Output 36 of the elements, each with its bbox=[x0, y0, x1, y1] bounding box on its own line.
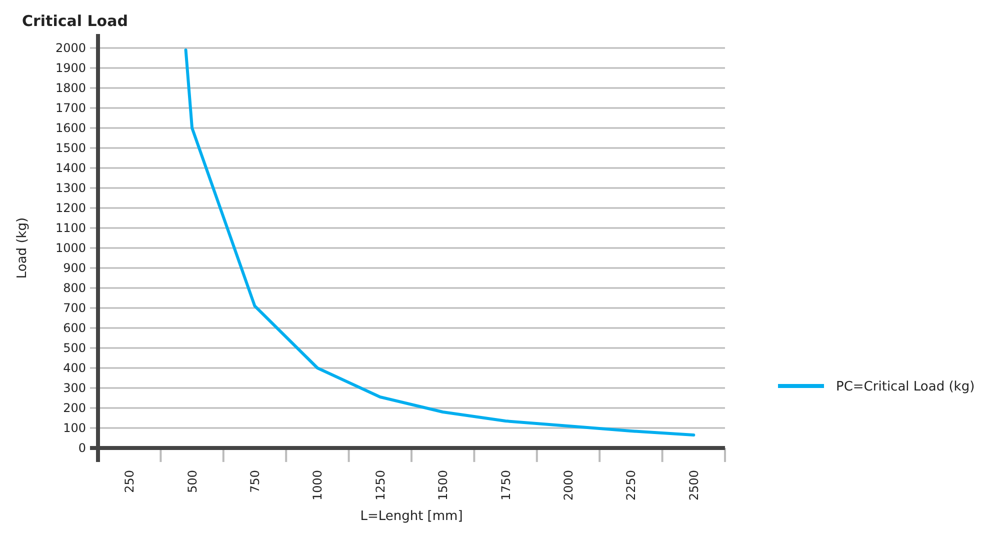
x-tick-label: 2000 bbox=[561, 470, 576, 501]
y-tick-label: 1100 bbox=[55, 221, 86, 236]
y-tick-label: 1200 bbox=[55, 201, 86, 216]
y-tick-label: 1600 bbox=[55, 121, 86, 136]
x-tick-label: 1750 bbox=[498, 470, 513, 501]
y-tick-label: 1900 bbox=[55, 61, 86, 76]
x-tick-label: 750 bbox=[248, 470, 262, 493]
x-tick-label: 1500 bbox=[436, 470, 450, 501]
y-tick-label: 1700 bbox=[55, 101, 86, 116]
y-tick-label: 1000 bbox=[55, 241, 86, 256]
y-tick-label: 100 bbox=[63, 421, 86, 436]
y-tick-label: 200 bbox=[63, 401, 86, 416]
x-tick-label: 1250 bbox=[373, 470, 388, 501]
line-series bbox=[184, 48, 696, 436]
y-tick-label: 1400 bbox=[55, 161, 86, 176]
y-tick-label: 1500 bbox=[55, 141, 86, 156]
y-tick-label: 900 bbox=[63, 261, 86, 276]
x-tick-label: 1000 bbox=[310, 470, 325, 501]
y-tick-label: 1300 bbox=[55, 181, 86, 196]
y-tick-label: 0 bbox=[78, 441, 86, 456]
y-tick-label: 400 bbox=[63, 361, 86, 376]
legend-label: PC=Critical Load (kg) bbox=[836, 380, 975, 395]
y-tick-label: 1800 bbox=[55, 81, 86, 96]
y-tick-label: 500 bbox=[63, 341, 86, 356]
x-tick-label: 2250 bbox=[624, 470, 638, 501]
y-tick-label: 700 bbox=[63, 301, 86, 316]
x-axis-title: L=Lenght [mm] bbox=[360, 509, 463, 524]
y-tick-label: 300 bbox=[63, 381, 86, 396]
y-tick-label: 2000 bbox=[55, 41, 86, 56]
y-axis-title: Load (kg) bbox=[15, 217, 30, 279]
y-tick-label: 800 bbox=[63, 281, 86, 296]
y-tick-label: 600 bbox=[63, 321, 86, 336]
x-tick-label: 2500 bbox=[686, 470, 701, 501]
x-tick-label: 500 bbox=[185, 470, 200, 493]
x-tick-label: 250 bbox=[122, 470, 137, 493]
chart-title: Critical Load bbox=[22, 12, 128, 30]
